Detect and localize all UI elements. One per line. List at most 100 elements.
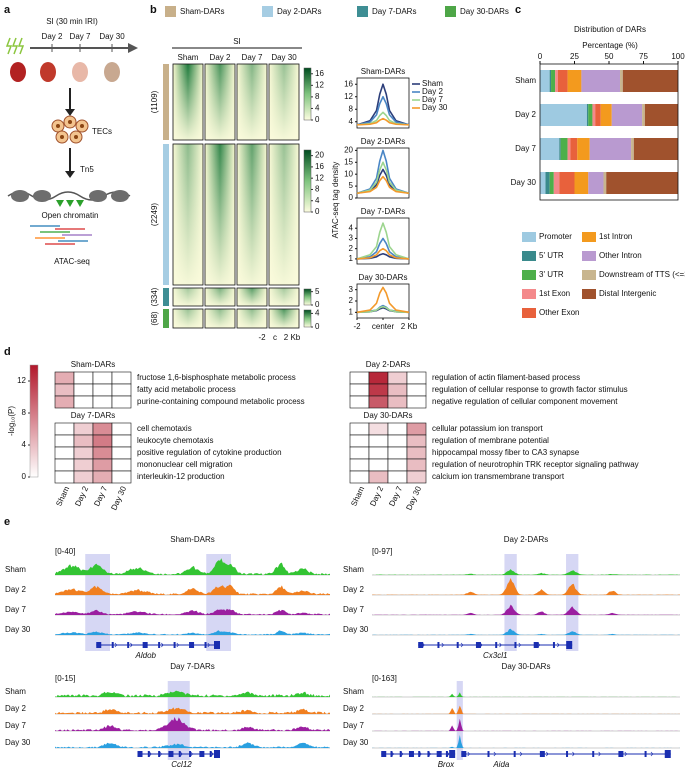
legend-swatch (357, 6, 368, 17)
heatmap-cell (111, 434, 132, 448)
x-tick-label: 0 (538, 52, 543, 61)
nucleus (74, 135, 78, 139)
heatmap-cell (73, 458, 94, 472)
bar-segment (592, 104, 596, 126)
plot-frame (356, 283, 410, 319)
heatmap-cell (111, 458, 132, 472)
bar-segment (611, 104, 643, 126)
heatmap-fade (237, 309, 267, 328)
heatmap-cell (111, 422, 132, 436)
heatmap-cell (368, 371, 389, 385)
heatmap-fade (205, 64, 235, 140)
colorbar-tick-label: 0 (22, 472, 27, 481)
heatmap-cell (406, 422, 427, 436)
heatmap-cell (54, 446, 75, 460)
bar-segment (567, 138, 571, 160)
bar-segment (549, 172, 554, 194)
y-tick-label: 16 (344, 79, 353, 88)
track-range: [0-97] (372, 547, 392, 556)
y-tick-label: 1 (349, 307, 354, 316)
row-label: fructose 1,6-bisphosphate metabolic proc… (137, 373, 296, 382)
exon (137, 751, 143, 757)
row-label: regulation of neurotrophin TRK receptor … (432, 460, 639, 469)
timepoint-label: Day 30 (99, 32, 125, 41)
kidney-icon (104, 62, 120, 82)
y-tick-label: 4 (349, 223, 354, 232)
nucleus (60, 135, 64, 139)
bar-segment (540, 104, 587, 126)
legend-label: Other Intron (599, 251, 642, 260)
exon (390, 751, 393, 757)
exon (475, 642, 481, 648)
exon (408, 751, 414, 757)
heatmap-cell (111, 371, 132, 385)
row-label: negative regulation of cellular componen… (432, 397, 618, 406)
legend-swatch (165, 6, 176, 17)
gene-strand (467, 751, 471, 757)
gene-strand (130, 642, 133, 648)
heatmap-cell (368, 434, 389, 448)
panel-label: e (4, 516, 10, 528)
heatmap-cell (349, 383, 370, 397)
highlight (504, 554, 517, 651)
nucleosome (33, 190, 51, 202)
heatmap-cell (368, 458, 389, 472)
exon (618, 751, 624, 757)
exon (209, 751, 212, 757)
group-bar (163, 288, 169, 306)
track-signal (372, 578, 680, 595)
group-bar (163, 309, 169, 328)
profile-line (356, 83, 410, 126)
nucleosome (111, 190, 129, 202)
x-tick-label: center (372, 322, 395, 331)
track-signal (55, 717, 330, 731)
colorbar (303, 67, 312, 121)
y-tick-label: 15 (344, 157, 353, 166)
heatmap-title: SI (233, 37, 241, 46)
track-row-label: Sham (343, 565, 364, 574)
y-tick-label: 3 (349, 234, 354, 243)
heatmap-cell (73, 434, 94, 448)
plot-frame (539, 63, 679, 201)
gene-name: Aldob (135, 651, 157, 660)
row-label: calcium ion transmembrane transport (432, 472, 565, 481)
y-tick-label: 2 (349, 296, 354, 305)
exon (539, 751, 545, 757)
cell-label: TECs (92, 127, 112, 136)
colorbar (29, 364, 39, 478)
heatmap-cell (406, 383, 427, 397)
gene-strand (211, 751, 214, 757)
legend-label: 1st Exon (539, 289, 570, 298)
gene-strand (149, 751, 152, 757)
bar-segment (559, 138, 561, 160)
heatmap-cell (349, 395, 370, 409)
colorbar (303, 288, 312, 306)
colorbar-tick-label: 8 (315, 185, 320, 194)
bar-segment (540, 70, 550, 92)
profile-title: Sham-DARs (361, 67, 405, 76)
track-signal (55, 608, 330, 615)
gene-strand (493, 751, 497, 757)
row-label: fatty acid metabolic process (137, 385, 236, 394)
legend-label: Day 7-DARs (372, 7, 416, 16)
heatmap-cell (387, 434, 408, 448)
legend-swatch (522, 270, 536, 280)
ischemia-icon (11, 37, 19, 55)
heatmap-cell (54, 383, 75, 397)
heatmap-frame (204, 63, 236, 141)
heatmap-cell (406, 458, 427, 472)
track-row-label: Day 30 (5, 738, 31, 747)
exon (533, 642, 539, 648)
legend-swatch (445, 6, 456, 17)
heatmap-cell (73, 395, 94, 409)
profile-title: Day 7-DARs (361, 207, 405, 216)
y-tick-label: 8 (349, 104, 354, 113)
gene-strand (190, 751, 194, 757)
gene-strand (598, 751, 601, 757)
bar-segment (549, 70, 552, 92)
gene-strand (650, 751, 654, 757)
x-tick-label: 75 (639, 52, 648, 61)
exon (487, 751, 490, 757)
legend-swatch (522, 251, 536, 261)
heatmap-title: Day 30-DARs (364, 411, 413, 420)
